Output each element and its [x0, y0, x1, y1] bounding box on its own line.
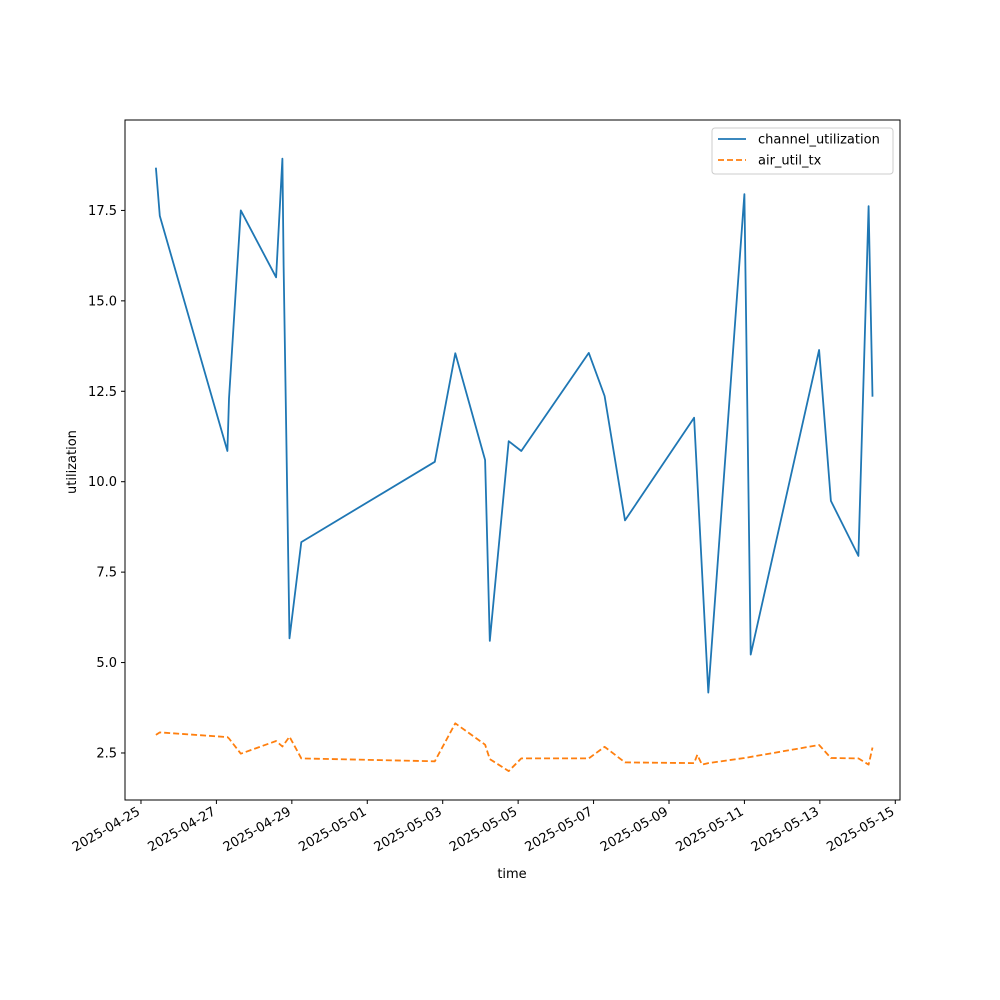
x-axis-title: time: [497, 867, 526, 882]
y-tick-label: 7.5: [96, 566, 117, 581]
y-tick-label: 15.0: [88, 294, 117, 309]
y-tick-label: 5.0: [96, 656, 117, 671]
y-axis: 2.5 5.0 7.5 10.0 12.5 15.0 17.5: [88, 204, 125, 761]
y-axis-title: utilization: [65, 430, 80, 494]
y-tick-label: 2.5: [96, 746, 117, 761]
plot-frame: [124, 119, 901, 801]
legend-label-channel-utilization: channel_utilization: [758, 133, 880, 148]
series-layer: [155, 157, 874, 772]
legend-label-air-util-tx: air_util_tx: [758, 154, 822, 169]
y-tick-label: 10.0: [88, 475, 117, 490]
series-line-channel-utilization: [155, 157, 874, 694]
y-tick-label: 12.5: [88, 385, 117, 400]
legend: channel_utilization air_util_tx: [711, 127, 894, 175]
series-line-air-util-tx: [155, 722, 874, 772]
y-tick-label: 17.5: [88, 204, 117, 219]
legend-box: [711, 127, 894, 175]
